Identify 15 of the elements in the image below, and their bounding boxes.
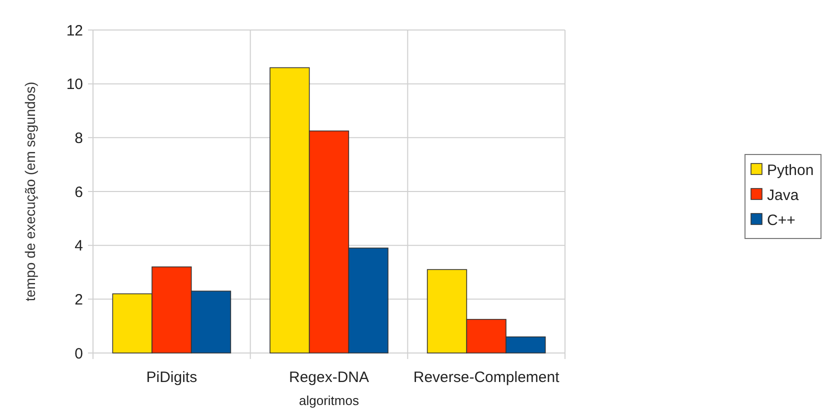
y-tick-label: 4 — [74, 238, 83, 255]
y-tick-label: 10 — [66, 76, 83, 94]
y-tick-label: 2 — [74, 291, 83, 308]
y-axis-title: tempo de execução (em segundos) — [22, 82, 38, 302]
x-tick-label: Reverse-Complement — [413, 369, 560, 386]
x-axis-title: algoritmos — [299, 393, 360, 408]
y-tick-label: 0 — [74, 345, 83, 362]
legend-label: Java — [767, 186, 800, 204]
x-tick-label: Regex-DNA — [288, 369, 370, 386]
y-tick-label: 12 — [66, 22, 83, 40]
legend-label: Python — [767, 162, 814, 179]
legend-label: C++ — [767, 212, 796, 229]
y-tick-label: 6 — [74, 184, 83, 201]
x-tick-label: PiDigits — [146, 369, 198, 386]
y-tick-label: 8 — [74, 130, 83, 147]
